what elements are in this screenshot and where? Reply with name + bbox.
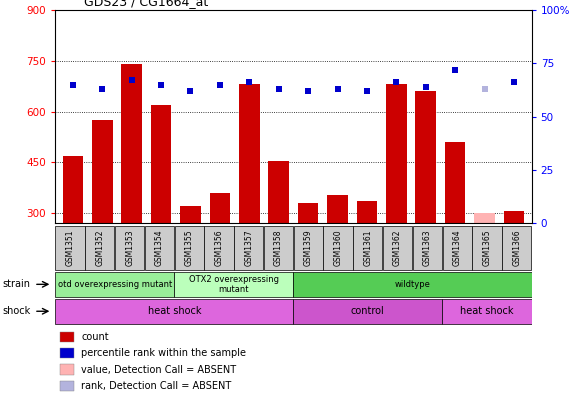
Text: GSM1364: GSM1364	[453, 230, 462, 267]
Bar	[63, 156, 83, 223]
Bar	[327, 194, 348, 223]
Text: GSM1365: GSM1365	[482, 230, 492, 267]
Text: percentile rank within the sample: percentile rank within the sample	[81, 348, 246, 358]
Text: GSM1351: GSM1351	[66, 230, 74, 267]
Bar	[415, 91, 436, 223]
Bar	[357, 201, 377, 223]
Bar	[205, 226, 234, 270]
Bar	[92, 120, 113, 223]
Bar	[60, 348, 74, 358]
Text: GSM1362: GSM1362	[393, 230, 402, 267]
Text: OTX2 overexpressing
mutant: OTX2 overexpressing mutant	[189, 275, 279, 294]
Bar	[55, 272, 174, 297]
Text: GSM1355: GSM1355	[185, 230, 193, 267]
Bar	[174, 272, 293, 297]
Bar	[413, 226, 442, 270]
Text: value, Detection Call = ABSENT: value, Detection Call = ABSENT	[81, 364, 236, 375]
Bar	[175, 226, 204, 270]
Bar	[386, 84, 407, 223]
Bar	[121, 64, 142, 223]
Bar	[442, 299, 532, 324]
Text: GSM1354: GSM1354	[155, 230, 164, 267]
Text: shock: shock	[3, 306, 31, 316]
Bar	[210, 193, 230, 223]
Bar	[502, 226, 531, 270]
Bar	[474, 213, 495, 223]
Bar	[445, 142, 465, 223]
Bar	[55, 299, 293, 324]
Bar	[180, 206, 201, 223]
Bar	[239, 84, 260, 223]
Bar	[56, 226, 85, 270]
Text: GSM1353: GSM1353	[125, 230, 134, 267]
Bar	[383, 226, 412, 270]
Bar	[60, 381, 74, 391]
Text: GSM1361: GSM1361	[363, 230, 372, 267]
Bar	[353, 226, 382, 270]
Text: GSM1357: GSM1357	[244, 230, 253, 267]
Bar	[504, 211, 524, 223]
Text: control: control	[351, 306, 385, 316]
Text: GSM1352: GSM1352	[95, 230, 105, 267]
Bar	[264, 226, 293, 270]
Bar	[234, 226, 263, 270]
Text: rank, Detection Call = ABSENT: rank, Detection Call = ABSENT	[81, 381, 232, 391]
Text: GSM1359: GSM1359	[304, 230, 313, 267]
Text: heat shock: heat shock	[148, 306, 201, 316]
Bar	[85, 226, 114, 270]
Bar	[60, 331, 74, 342]
Text: strain: strain	[3, 279, 31, 289]
Text: GDS23 / CG1664_at: GDS23 / CG1664_at	[84, 0, 209, 8]
Text: GSM1360: GSM1360	[333, 230, 343, 267]
Text: wildtype: wildtype	[394, 280, 431, 289]
Bar	[115, 226, 144, 270]
Text: GSM1363: GSM1363	[423, 230, 432, 267]
Bar	[268, 161, 289, 223]
Text: count: count	[81, 332, 109, 342]
Bar	[145, 226, 174, 270]
Text: heat shock: heat shock	[460, 306, 514, 316]
Bar	[151, 105, 171, 223]
Bar	[293, 272, 532, 297]
Bar	[324, 226, 353, 270]
Bar	[294, 226, 323, 270]
Text: GSM1356: GSM1356	[214, 230, 224, 267]
Text: GSM1358: GSM1358	[274, 230, 283, 267]
Bar	[298, 203, 318, 223]
Text: GSM1366: GSM1366	[512, 230, 521, 267]
Bar	[472, 226, 501, 270]
Text: otd overexpressing mutant: otd overexpressing mutant	[58, 280, 172, 289]
Bar	[60, 364, 74, 375]
Bar	[293, 299, 442, 324]
Bar	[443, 226, 472, 270]
